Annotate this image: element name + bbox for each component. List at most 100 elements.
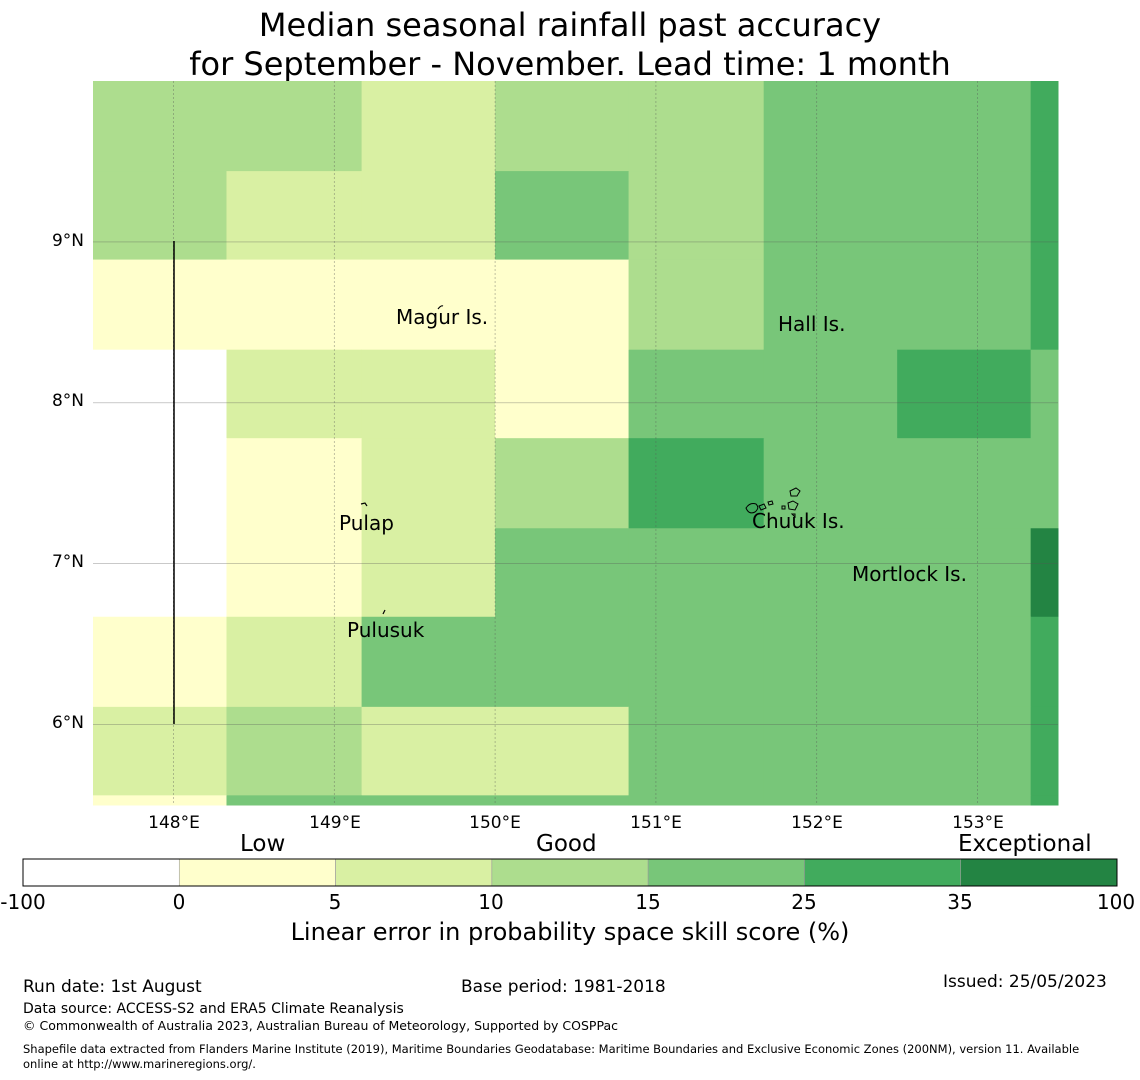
grid-cell — [226, 795, 363, 806]
grid-cell — [226, 171, 363, 261]
place-pulap: Pulap — [339, 511, 394, 535]
colorbar-tick-15: 15 — [635, 890, 661, 914]
grid-cell — [897, 171, 1032, 261]
grid-cell — [628, 259, 765, 351]
grid-cell — [628, 706, 765, 796]
grid-cell — [763, 438, 898, 529]
colorbar-title: Linear error in probability space skill … — [290, 918, 850, 946]
copyright-notice: © Commonwealth of Australia 2023, Austra… — [23, 1018, 618, 1033]
colorbar-tick-25: 25 — [791, 890, 817, 914]
lon-label-152e: 152°E — [791, 813, 843, 833]
grid-cell — [897, 438, 1032, 529]
grid-cell — [1030, 438, 1059, 529]
grid-cell — [93, 706, 227, 796]
grid-cell — [763, 616, 898, 708]
grid-cell — [361, 81, 496, 172]
grid-cell — [226, 528, 363, 618]
grid-cell — [93, 171, 227, 261]
colorbar-swatch — [960, 858, 1118, 887]
grid-cell — [226, 349, 363, 439]
pulusuk-island-outline — [382, 609, 386, 615]
grid-cell — [226, 616, 363, 708]
grid-cell — [93, 616, 227, 708]
grid-cell — [897, 616, 1032, 708]
grid-cell — [763, 528, 898, 618]
lat-label-8n: 8°N — [51, 391, 84, 411]
lat-label-7n: 7°N — [51, 552, 84, 572]
grid-cell — [1030, 259, 1059, 351]
grid-cell — [495, 795, 630, 806]
grid-cell — [763, 81, 898, 172]
magur-island-outline — [437, 305, 444, 310]
grid-cell — [628, 171, 765, 261]
colorbar-swatch — [804, 858, 962, 887]
data-source: Data source: ACCESS-S2 and ERA5 Climate … — [23, 1001, 404, 1017]
grid-cell — [1030, 349, 1059, 439]
grid-cell — [628, 528, 765, 618]
grid-cell — [93, 795, 227, 806]
chuuk-islands-outline — [745, 487, 801, 519]
grid-cell — [495, 171, 630, 261]
grid-cell — [93, 438, 227, 529]
grid-cell — [1030, 171, 1059, 261]
colorbar-swatch — [647, 858, 805, 887]
lon-label-153e: 153°E — [952, 813, 1004, 833]
colorbar-category-low: Low — [240, 831, 286, 857]
grid-cell — [226, 438, 363, 529]
lon-label-149e: 149°E — [309, 813, 361, 833]
grid-cell — [93, 349, 227, 439]
colorbar-tick-5: 5 — [328, 890, 342, 914]
grid-cell — [1030, 706, 1059, 796]
grid-cell — [495, 616, 630, 708]
grid-cell — [361, 259, 496, 351]
place-chuuk: Chuuk Is. — [752, 509, 845, 533]
grid-cell — [628, 795, 765, 806]
grid-cell — [495, 259, 630, 351]
grid-cell — [226, 706, 363, 796]
place-magur: Magur Is. — [396, 305, 489, 329]
pulap-island-outline — [360, 502, 368, 507]
grid-cell — [763, 259, 898, 351]
lon-label-150e: 150°E — [469, 813, 521, 833]
grid-cell — [897, 706, 1032, 796]
place-hall: Hall Is. — [778, 312, 846, 336]
grid-cell — [763, 349, 898, 439]
grid-cell — [361, 438, 496, 529]
issued-date: Issued: 25/05/2023 — [943, 972, 1107, 992]
grid-cell — [361, 616, 496, 708]
colorbar-swatch — [22, 858, 180, 887]
grid-cell — [628, 81, 765, 172]
grid-cell — [1030, 528, 1059, 618]
lon-label-151e: 151°E — [630, 813, 682, 833]
grid-cell — [361, 706, 496, 796]
grid-cell — [495, 438, 630, 529]
grid-cell — [763, 171, 898, 261]
place-pulusuk: Pulusuk — [347, 618, 425, 642]
grid-cell — [93, 259, 227, 351]
grid-cell — [628, 616, 765, 708]
grid-cell — [1030, 795, 1059, 806]
grid-cell — [897, 349, 1032, 439]
grid-cell — [495, 706, 630, 796]
lat-label-9n: 9°N — [51, 231, 84, 251]
grid-cell — [1030, 616, 1059, 708]
skill-grid — [93, 81, 1059, 806]
run-date: Run date: 1st August — [23, 977, 202, 997]
grid-cell — [897, 259, 1032, 351]
grid-cell — [897, 795, 1032, 806]
colorbar-tick-0: 0 — [172, 890, 186, 914]
grid-cell — [93, 81, 227, 172]
colorbar-swatch — [335, 858, 493, 887]
colorbar-tick-100: 100 — [1096, 890, 1136, 914]
grid-cell — [361, 171, 496, 261]
shapefile-credit-line2: online at http://www.marineregions.org/. — [23, 1057, 256, 1071]
grid-cell — [897, 81, 1032, 172]
grid-cell — [495, 81, 630, 172]
colorbar-tick-35: 35 — [947, 890, 973, 914]
colorbar-swatch — [491, 858, 649, 887]
grid-cell — [226, 81, 363, 172]
grid-cell — [628, 438, 765, 529]
map-title-line2: for September - November. Lead time: 1 m… — [189, 45, 951, 83]
map-title-line1: Median seasonal rainfall past accuracy — [258, 6, 882, 44]
